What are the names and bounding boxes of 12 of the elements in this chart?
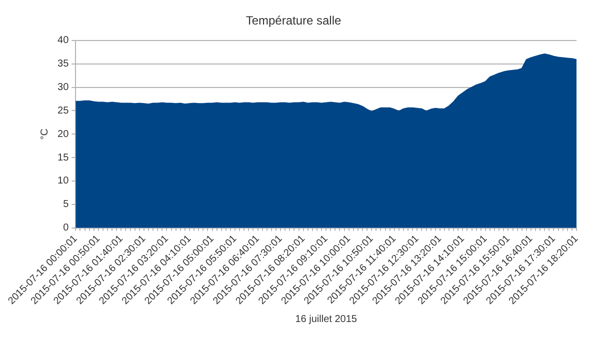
y-axis-title: °C bbox=[39, 128, 50, 140]
y-tick-label: 35 bbox=[58, 58, 70, 70]
y-tick-label: 15 bbox=[58, 152, 70, 164]
y-tick-label: 10 bbox=[58, 176, 70, 187]
y-tick-label: 0 bbox=[63, 222, 70, 234]
y-tick-label: 30 bbox=[58, 82, 70, 94]
chart-title: Température salle bbox=[246, 14, 342, 28]
y-tick-label: 25 bbox=[58, 105, 70, 116]
y-tick-label: 20 bbox=[58, 128, 70, 140]
y-tick-label: 5 bbox=[63, 199, 70, 210]
x-axis-title: 16 juillet 2015 bbox=[295, 314, 358, 325]
y-tick-label: 40 bbox=[58, 35, 70, 46]
